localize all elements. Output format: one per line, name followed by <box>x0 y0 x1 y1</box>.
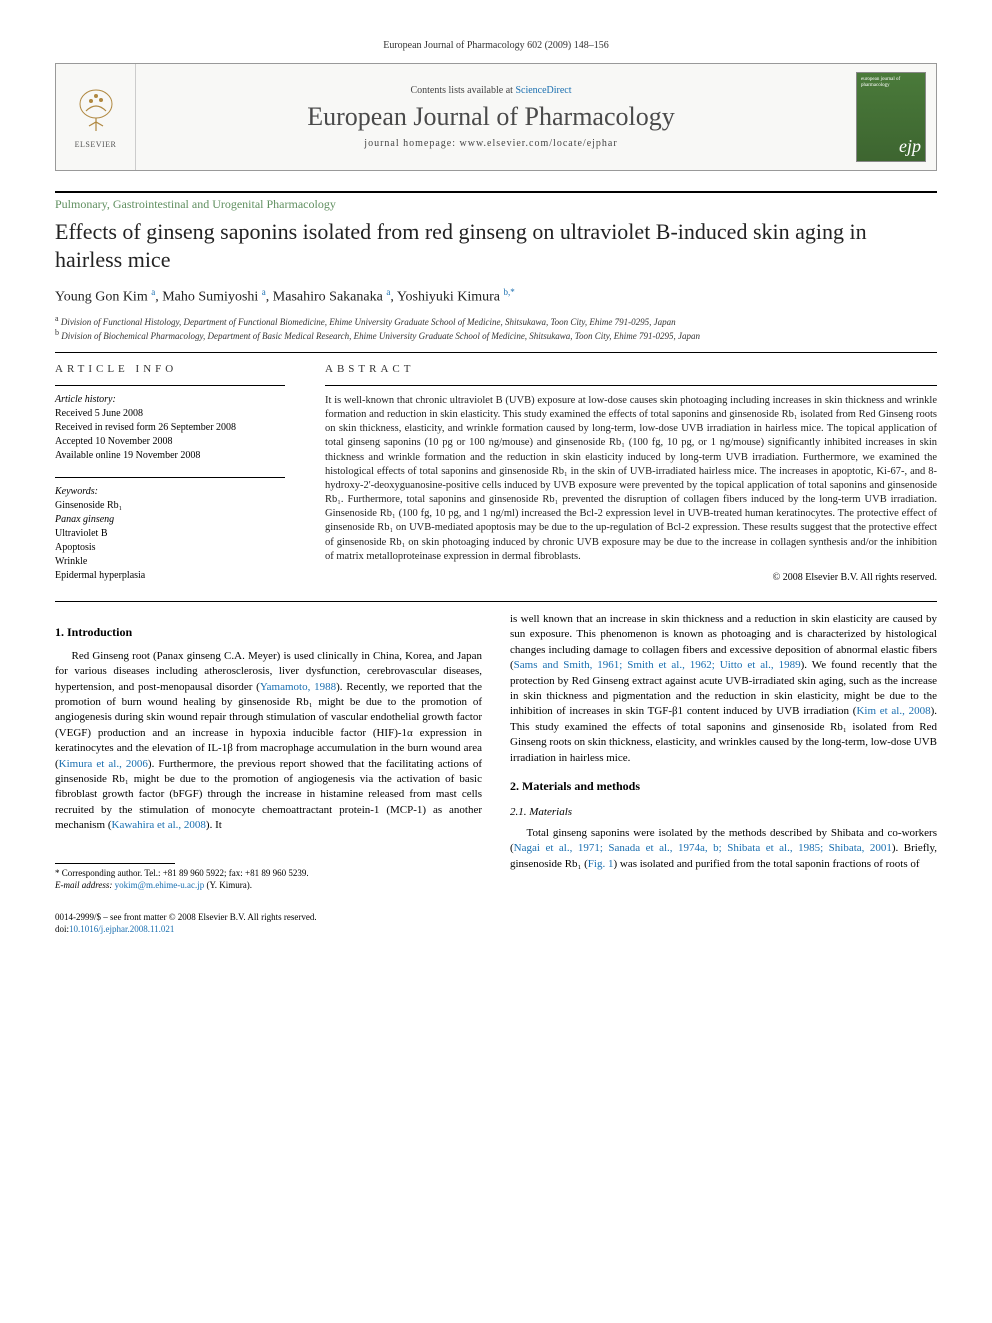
ref-nagai[interactable]: Nagai et al., 1971; Sanada et al., 1974a… <box>514 842 892 854</box>
abstract-text: It is well-known that chronic ultraviole… <box>325 394 937 564</box>
rule-mid <box>55 352 937 353</box>
contents-line: Contents lists available at ScienceDirec… <box>148 85 834 96</box>
heading-methods: 2. Materials and methods <box>510 778 937 795</box>
copyright-line: © 2008 Elsevier B.V. All rights reserved… <box>325 572 937 583</box>
contents-prefix: Contents lists available at <box>410 85 515 96</box>
corr-label: * Corresponding author. Tel.: +81 89 960… <box>55 868 482 880</box>
article-info-heading: ARTICLE INFO <box>55 363 285 375</box>
masthead-center: Contents lists available at ScienceDirec… <box>136 64 846 170</box>
history-list: Received 5 June 2008 Received in revised… <box>55 407 285 463</box>
corr-email[interactable]: yokim@m.ehime-u.ac.jp <box>115 880 205 890</box>
abstract-heading: ABSTRACT <box>325 363 937 375</box>
elsevier-label: ELSEVIER <box>75 140 117 149</box>
info-rule-2 <box>55 477 285 478</box>
p1b: ). Recently, we reported that the promot… <box>55 681 482 770</box>
elsevier-tree-icon <box>71 86 121 136</box>
history-label: Article history: <box>55 394 285 405</box>
page-footer: 0014-2999/$ – see front matter © 2008 El… <box>55 912 937 935</box>
rule-top <box>55 191 937 193</box>
article-title: Effects of ginseng saponins isolated fro… <box>55 218 937 273</box>
body-columns: 1. Introduction Red Ginseng root (Panax … <box>55 612 937 892</box>
homepage-line: journal homepage: www.elsevier.com/locat… <box>148 138 834 149</box>
history-online: Available online 19 November 2008 <box>55 449 285 463</box>
intro-para-2: is well known that an increase in skin t… <box>510 612 937 766</box>
author-4-corr[interactable]: * <box>510 287 515 297</box>
author-2-aff[interactable]: a <box>262 287 266 297</box>
doi-line: doi:10.1016/j.ejphar.2008.11.021 <box>55 924 937 936</box>
kw-3: Ultraviolet B <box>55 527 285 541</box>
info-row: ARTICLE INFO Article history: Received 5… <box>55 363 937 583</box>
authors: Young Gon Kim a, Maho Sumiyoshi a, Masah… <box>55 287 937 306</box>
masthead: ELSEVIER Contents lists available at Sci… <box>55 63 937 171</box>
kw-1: Ginsenoside Rb₁ <box>55 499 285 513</box>
affil-a: a Division of Functional Histology, Depa… <box>55 314 937 328</box>
journal-name: European Journal of Pharmacology <box>148 102 834 132</box>
sciencedirect-link[interactable]: ScienceDirect <box>515 85 571 96</box>
article-info: ARTICLE INFO Article history: Received 5… <box>55 363 285 583</box>
heading-introduction: 1. Introduction <box>55 624 482 641</box>
author-3: Masahiro Sakanaka <box>273 290 383 305</box>
history-accepted: Accepted 10 November 2008 <box>55 435 285 449</box>
cover-thumbnail: european journal of pharmacology ejp <box>856 72 926 162</box>
ref-yamamoto[interactable]: Yamamoto, 1988 <box>260 681 336 693</box>
issn-line: 0014-2999/$ – see front matter © 2008 El… <box>55 912 937 924</box>
ref-fig1[interactable]: Fig. 1 <box>588 858 614 870</box>
author-1: Young Gon Kim <box>55 290 148 305</box>
cover-thumb-abbrev: ejp <box>861 136 921 157</box>
ref-sams[interactable]: Sams and Smith, 1961; Smith et al., 1962… <box>514 659 801 671</box>
affiliations: a Division of Functional Histology, Depa… <box>55 314 937 342</box>
author-1-aff[interactable]: a <box>151 287 155 297</box>
affil-a-text: Division of Functional Histology, Depart… <box>61 317 676 327</box>
footnote-rule <box>55 863 175 864</box>
cover-thumb-title: european journal of pharmacology <box>861 77 921 88</box>
cover-thumb-box: european journal of pharmacology ejp <box>846 64 936 170</box>
affil-b: b Division of Biochemical Pharmacology, … <box>55 328 937 342</box>
email-suffix: (Y. Kimura). <box>204 880 252 890</box>
author-4: Yoshiyuki Kimura <box>397 290 500 305</box>
rule-body-top <box>55 601 937 602</box>
intro-para-1: Red Ginseng root (Panax ginseng C.A. Mey… <box>55 649 482 834</box>
kw-2: Panax ginseng <box>55 513 285 527</box>
affil-b-text: Division of Biochemical Pharmacology, De… <box>61 331 700 341</box>
materials-para: Total ginseng saponins were isolated by … <box>510 826 937 872</box>
kw-6: Epidermal hyperplasia <box>55 569 285 583</box>
author-3-aff[interactable]: a <box>386 287 390 297</box>
corresponding-footnote: * Corresponding author. Tel.: +81 89 960… <box>55 868 482 891</box>
elsevier-logo: ELSEVIER <box>71 86 121 149</box>
page: European Journal of Pharmacology 602 (20… <box>0 0 992 975</box>
history-revised: Received in revised form 26 September 20… <box>55 421 285 435</box>
kw-4: Apoptosis <box>55 541 285 555</box>
ref-kimura[interactable]: Kimura et al., 2006 <box>59 758 148 770</box>
heading-materials: 2.1. Materials <box>510 805 937 820</box>
corr-email-line: E-mail address: yokim@m.ehime-u.ac.jp (Y… <box>55 880 482 892</box>
email-label: E-mail address: <box>55 880 115 890</box>
publisher-logo-box: ELSEVIER <box>56 64 136 170</box>
p3c: ) was isolated and purified from the tot… <box>613 858 919 870</box>
doi-link[interactable]: 10.1016/j.ejphar.2008.11.021 <box>69 924 174 934</box>
ref-kawahira[interactable]: Kawahira et al., 2008 <box>112 819 206 831</box>
running-header: European Journal of Pharmacology 602 (20… <box>55 40 937 51</box>
homepage-prefix: journal homepage: <box>364 138 459 149</box>
ref-kim2008[interactable]: Kim et al., 2008 <box>856 705 930 717</box>
author-2: Maho Sumiyoshi <box>162 290 258 305</box>
abstract-rule <box>325 385 937 386</box>
p1d: ). It <box>206 819 222 831</box>
keywords-label: Keywords: <box>55 486 285 497</box>
history-received: Received 5 June 2008 <box>55 407 285 421</box>
abstract-box: ABSTRACT It is well-known that chronic u… <box>325 363 937 583</box>
section-label: Pulmonary, Gastrointestinal and Urogenit… <box>55 197 937 212</box>
keywords-list: Ginsenoside Rb₁ Panax ginseng Ultraviole… <box>55 499 285 583</box>
doi-label: doi: <box>55 924 69 934</box>
homepage-url[interactable]: www.elsevier.com/locate/ejphar <box>460 138 618 149</box>
info-rule-1 <box>55 385 285 386</box>
kw-5: Wrinkle <box>55 555 285 569</box>
